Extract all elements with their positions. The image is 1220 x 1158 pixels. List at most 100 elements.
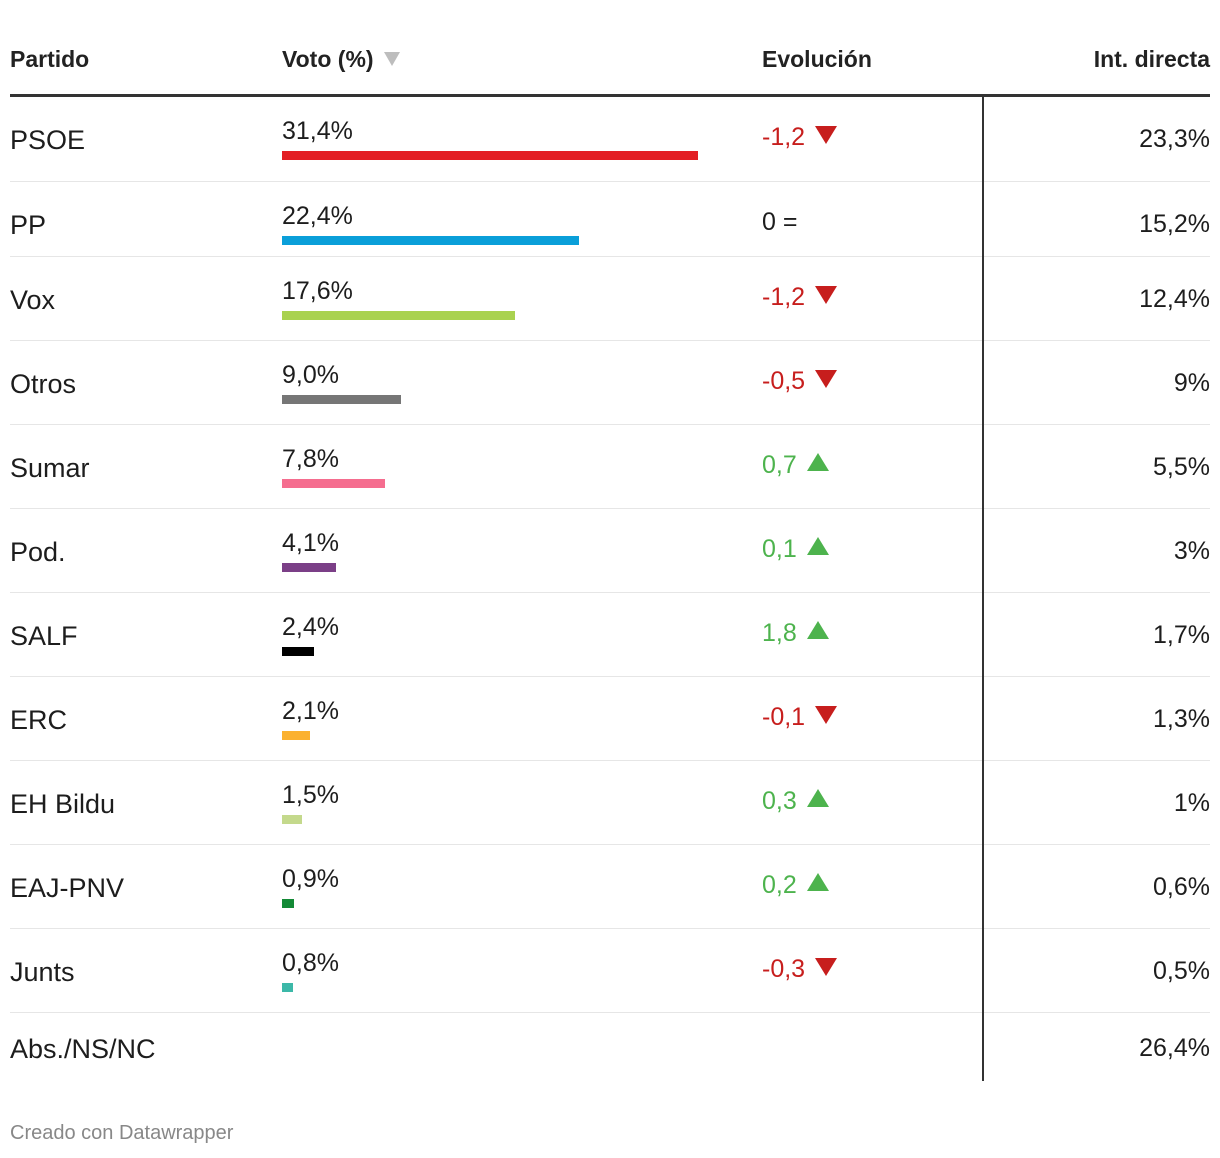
- evolution-value: 0,3: [762, 787, 829, 816]
- vote-label: 31,4%: [282, 117, 353, 145]
- vote-label: 0,8%: [282, 949, 339, 977]
- vote-bar: [282, 983, 293, 992]
- header-partido[interactable]: Partido: [10, 46, 90, 72]
- vote-label: 7,8%: [282, 445, 339, 473]
- vote-bar: [282, 311, 515, 320]
- triangle-down-icon: [815, 370, 838, 389]
- evolution-value: 0,2: [762, 871, 829, 900]
- evolution-value: -1,2: [762, 123, 838, 152]
- table-row: Abs./NS/NC 26,4%: [10, 1013, 1210, 1085]
- evolution-value: -0,5: [762, 367, 838, 396]
- int-directa-value: 1,7%: [1153, 621, 1210, 649]
- vote-bar: [282, 899, 294, 908]
- table-row: Sumar 7,8% 0,7 5,5%: [10, 425, 1210, 509]
- int-directa-value: 3%: [1173, 537, 1210, 565]
- poll-table: Partido Voto (%) Evolución Int. directa …: [10, 0, 1210, 1085]
- vote-bar: [282, 479, 385, 488]
- header-voto-label: Voto (%): [282, 46, 374, 72]
- int-directa-value: 0,6%: [1153, 873, 1210, 901]
- table-row: Otros 9,0% -0,5 9%: [10, 341, 1210, 425]
- evolution-value: -0,3: [762, 955, 838, 984]
- triangle-up-icon: [806, 789, 829, 808]
- evolution-text: -1,2: [762, 123, 806, 151]
- evolution-text: 0 =: [762, 208, 798, 236]
- int-directa-value: 1%: [1173, 789, 1210, 817]
- header-int-directa[interactable]: Int. directa: [1093, 46, 1210, 72]
- evolution-text: -0,3: [762, 955, 806, 983]
- party-name: Sumar: [10, 453, 90, 483]
- table-row: SALF 2,4% 1,8 1,7%: [10, 593, 1210, 677]
- party-name: Junts: [10, 957, 75, 987]
- triangle-down-icon: [815, 126, 838, 145]
- vote-label: 2,4%: [282, 613, 339, 641]
- credit-footer[interactable]: Creado con Datawrapper: [10, 1122, 234, 1144]
- int-directa-value: 26,4%: [1139, 1034, 1210, 1062]
- party-name: ERC: [10, 705, 68, 735]
- table-row: Junts 0,8% -0,3 0,5%: [10, 929, 1210, 1013]
- vote-label: 9,0%: [282, 361, 339, 389]
- evolution-text: -0,5: [762, 367, 806, 395]
- party-name: PP: [10, 210, 47, 240]
- vote-bar: [282, 815, 302, 824]
- evolution-value: 0,7: [762, 451, 829, 480]
- evolution-text: -0,1: [762, 703, 806, 731]
- triangle-down-icon: [815, 706, 838, 725]
- evolution-text: 0,7: [762, 451, 797, 479]
- table-row: EAJ-PNV 0,9% 0,2 0,6%: [10, 845, 1210, 929]
- table-row: PSOE 31,4% -1,2 23,3%: [10, 97, 1210, 182]
- vote-label: 17,6%: [282, 277, 353, 305]
- evolution-value: 0 =: [762, 208, 797, 237]
- party-name: Pod.: [10, 537, 66, 567]
- evolution-text: 0,2: [762, 871, 797, 899]
- party-name: EH Bildu: [10, 789, 116, 819]
- evolution-text: 1,8: [762, 619, 797, 647]
- triangle-up-icon: [806, 873, 829, 892]
- table-row: ERC 2,1% -0,1 1,3%: [10, 677, 1210, 761]
- evolution-value: 0,1: [762, 535, 829, 564]
- int-directa-value: 12,4%: [1139, 285, 1210, 313]
- table-header: Partido Voto (%) Evolución Int. directa: [10, 0, 1210, 97]
- header-voto[interactable]: Voto (%): [282, 46, 400, 73]
- evolution-value: 1,8: [762, 619, 829, 648]
- table-row: PP 22,4% 0 = 15,2%: [10, 182, 1210, 257]
- header-evolucion[interactable]: Evolución: [762, 46, 872, 72]
- triangle-up-icon: [806, 453, 829, 472]
- int-directa-value: 5,5%: [1153, 453, 1210, 481]
- table-row: EH Bildu 1,5% 0,3 1%: [10, 761, 1210, 845]
- vote-bar: [282, 236, 579, 245]
- vote-label: 0,9%: [282, 865, 339, 893]
- int-directa-value: 15,2%: [1139, 210, 1210, 238]
- party-name: Otros: [10, 369, 77, 399]
- evolution-text: -1,2: [762, 283, 806, 311]
- party-name: Abs./NS/NC: [10, 1034, 156, 1064]
- triangle-down-icon: [815, 286, 838, 305]
- int-directa-value: 1,3%: [1153, 705, 1210, 733]
- column-divider: [982, 97, 984, 1081]
- table-body: PSOE 31,4% -1,2 23,3% PP 22,4% 0 = 15,2% Vox 17,6…: [10, 97, 1210, 1085]
- vote-bar: [282, 151, 698, 160]
- int-directa-value: 9%: [1173, 369, 1210, 397]
- evolution-text: 0,3: [762, 787, 797, 815]
- table-row: Pod. 4,1% 0,1 3%: [10, 509, 1210, 593]
- party-name: SALF: [10, 621, 78, 651]
- triangle-up-icon: [806, 621, 829, 640]
- party-name: EAJ-PNV: [10, 873, 125, 903]
- int-directa-value: 0,5%: [1153, 957, 1210, 985]
- party-name: PSOE: [10, 125, 86, 155]
- vote-bar: [282, 647, 314, 656]
- vote-label: 4,1%: [282, 529, 339, 557]
- vote-bar: [282, 731, 310, 740]
- evolution-value: -0,1: [762, 703, 838, 732]
- table-row: Vox 17,6% -1,2 12,4%: [10, 257, 1210, 341]
- evolution-value: -1,2: [762, 283, 838, 312]
- triangle-down-icon: [815, 958, 838, 977]
- sort-desc-icon[interactable]: [383, 51, 400, 66]
- vote-label: 1,5%: [282, 781, 339, 809]
- vote-bar: [282, 395, 401, 404]
- int-directa-value: 23,3%: [1139, 125, 1210, 153]
- vote-label: 2,1%: [282, 697, 339, 725]
- vote-label: 22,4%: [282, 202, 353, 230]
- triangle-up-icon: [806, 537, 829, 556]
- evolution-text: 0,1: [762, 535, 797, 563]
- vote-bar: [282, 563, 336, 572]
